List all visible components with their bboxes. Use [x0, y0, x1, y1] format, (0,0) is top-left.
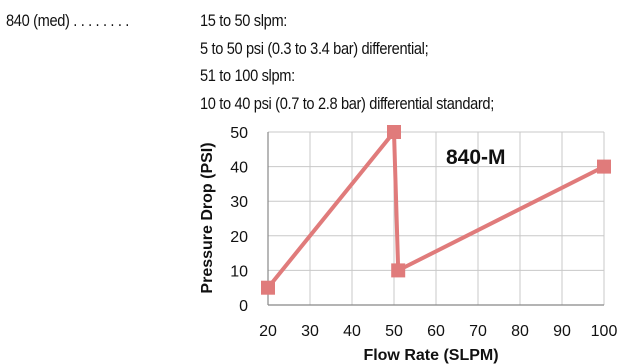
x-tick-label: 90 [553, 323, 571, 340]
data-point [261, 280, 275, 295]
y-tick-labels: 0 10 20 30 40 50 [230, 125, 248, 315]
x-tick-label: 50 [385, 323, 403, 340]
x-tick-label: 100 [591, 323, 618, 340]
chart-title: 840-M [446, 146, 506, 169]
chart-gridlines [268, 131, 605, 305]
x-tick-label: 40 [343, 323, 361, 340]
series-points [261, 125, 611, 295]
x-tick-label: 20 [259, 323, 277, 340]
spec-line-1: 15 to 50 slpm: [200, 11, 288, 30]
data-point [387, 125, 401, 139]
series-line [266, 130, 605, 289]
y-axis-label: Pressure Drop (PSI) [199, 142, 216, 293]
y-tick-label: 10 [230, 263, 248, 280]
x-tick-label: 60 [427, 323, 445, 340]
series-lines [266, 130, 605, 289]
spec-line-2: 5 to 50 psi (0.3 to 3.4 bar) differentia… [200, 39, 429, 58]
y-tick-label: 0 [239, 298, 248, 315]
y-tick-label: 20 [230, 229, 248, 246]
spec-line-4: 10 to 40 psi (0.7 to 2.8 bar) differenti… [200, 94, 494, 113]
data-point [597, 159, 611, 174]
y-tick-label: 50 [230, 125, 248, 142]
model-label: 840 (med) . . . . . . . . [6, 11, 130, 30]
spec-line-3: 51 to 100 slpm: [200, 66, 295, 85]
x-tick-label: 70 [469, 323, 487, 340]
x-tick-label: 80 [511, 323, 529, 340]
x-tick-label: 30 [301, 323, 319, 340]
x-tick-labels: 20 30 40 50 60 70 80 90 100 [259, 323, 617, 340]
y-tick-label: 30 [230, 194, 248, 211]
chart-axes [267, 132, 604, 306]
x-axis-label: Flow Rate (SLPM) [363, 347, 498, 364]
y-tick-label: 40 [230, 160, 248, 177]
data-point [391, 263, 406, 278]
